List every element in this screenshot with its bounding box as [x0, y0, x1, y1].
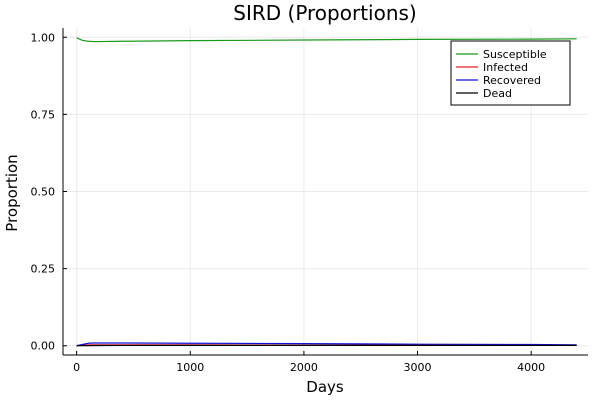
ticks-layer: 0 1000 2000 3000 4000 0.00 0.25 0.50 0.75 1.00 [31, 31, 546, 374]
x-axis-title: Days [306, 378, 344, 396]
x-tick-label: 4000 [517, 361, 545, 374]
series-line-recovered [76, 342, 577, 347]
legend-box [450, 40, 571, 106]
legend-label-recovered: Recovered [483, 74, 541, 87]
legend-label-infected: Infected [483, 61, 528, 74]
y-axis-title: Proportion [3, 154, 21, 231]
series-layer [76, 37, 577, 347]
x-tick-label: 3000 [404, 361, 432, 374]
x-tick-label: 1000 [176, 361, 204, 374]
y-tick-label: 0.25 [31, 263, 56, 276]
y-tick-label: 0.50 [31, 186, 56, 199]
y-tick-label: 0.75 [31, 108, 56, 121]
x-tick-label: 0 [73, 361, 80, 374]
x-tick-label: 2000 [290, 361, 318, 374]
y-tick-label: 1.00 [31, 31, 56, 44]
chart-title: SIRD (Proportions) [233, 1, 416, 25]
y-tick-label: 0.00 [31, 340, 56, 353]
legend-label-susceptible: Susceptible [483, 48, 547, 61]
series-line-susceptible [76, 37, 577, 43]
legend-label-dead: Dead [483, 87, 512, 100]
